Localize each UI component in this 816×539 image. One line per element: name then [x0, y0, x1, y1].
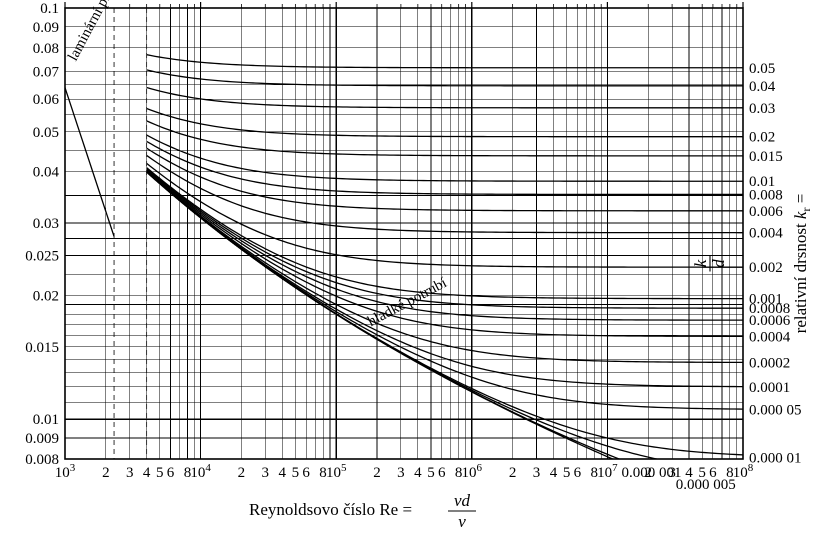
- x-tick-label: 5: [563, 465, 571, 481]
- right-tick-label: 0.008: [749, 187, 783, 203]
- y-tick-label: 0.015: [25, 340, 59, 356]
- x-tick-label: 2: [102, 465, 110, 481]
- right-tick-label: 0.02: [749, 130, 775, 146]
- x-tick-label: 2: [509, 465, 517, 481]
- y-tick-label: 0.09: [33, 20, 59, 36]
- right-tick-label: 0.000 05: [749, 403, 802, 419]
- right-tick-label: 0.000 001: [621, 465, 681, 481]
- x-tick-label: 6: [574, 465, 582, 481]
- x-tick-label: 5: [427, 465, 435, 481]
- y-tick-label: 0.009: [25, 431, 59, 447]
- right-tick-label: 0.004: [749, 226, 783, 242]
- right-tick-label: 0.0002: [749, 356, 790, 372]
- right-tick-label: 0.04: [749, 79, 776, 95]
- x-tick-label: 3: [262, 465, 270, 481]
- right-tick-label: 0.05: [749, 61, 775, 77]
- right-tick-label: 0.000 01: [749, 451, 802, 467]
- right-tick-label: 0.0001: [749, 380, 790, 396]
- right-tick-label: 0.000 005: [676, 477, 736, 493]
- x-tick-label: 3: [126, 465, 134, 481]
- y-tick-label: 0.07: [33, 65, 60, 81]
- right-tick-label: 0.0006: [749, 313, 791, 329]
- x-tick-label: 5: [156, 465, 164, 481]
- svg-text:Reynoldsovo číslo Re =: Reynoldsovo číslo Re =: [249, 500, 412, 519]
- x-tick-label: 6: [302, 465, 310, 481]
- svg-text:d: d: [709, 259, 728, 268]
- y-tick-label: 0.01: [33, 412, 59, 428]
- y-tick-label: 0.03: [33, 216, 59, 232]
- x-tick-label: 5: [292, 465, 300, 481]
- x-tick-label: 4: [278, 465, 286, 481]
- right-tick-label: 0.006: [749, 204, 783, 220]
- y-tick-label: 0.06: [33, 92, 60, 108]
- right-tick-label: 0.0004: [749, 329, 791, 345]
- x-tick-label: 4: [143, 465, 151, 481]
- x-tick-label: 2: [373, 465, 381, 481]
- x-tick-label: 4: [414, 465, 422, 481]
- x-tick-label: 2: [238, 465, 246, 481]
- y-tick-label: 0.05: [33, 125, 59, 141]
- x-tick-label: 3: [533, 465, 541, 481]
- moody-diagram: 0.10.090.080.070.060.050.040.030.0250.02…: [0, 0, 816, 539]
- svg-text:vd: vd: [454, 491, 471, 510]
- svg-text:v: v: [458, 512, 466, 531]
- x-tick-label: 6: [167, 465, 175, 481]
- y-tick-label: 0.04: [33, 165, 60, 181]
- y-tick-label: 0.02: [33, 288, 59, 304]
- right-tick-label: 0.03: [749, 101, 775, 117]
- y-tick-label: 0.1: [40, 1, 59, 17]
- y-tick-label: 0.08: [33, 41, 59, 57]
- x-tick-label: 3: [397, 465, 405, 481]
- right-tick-label: 0.002: [749, 260, 783, 276]
- x-tick-label: 4: [550, 465, 558, 481]
- y-tick-label: 0.025: [25, 249, 59, 265]
- svg-text:relativní drsnost kr =: relativní drsnost kr =: [791, 194, 813, 334]
- x-tick-label: 6: [438, 465, 446, 481]
- svg-text:k: k: [691, 259, 710, 267]
- right-tick-label: 0.015: [749, 149, 783, 165]
